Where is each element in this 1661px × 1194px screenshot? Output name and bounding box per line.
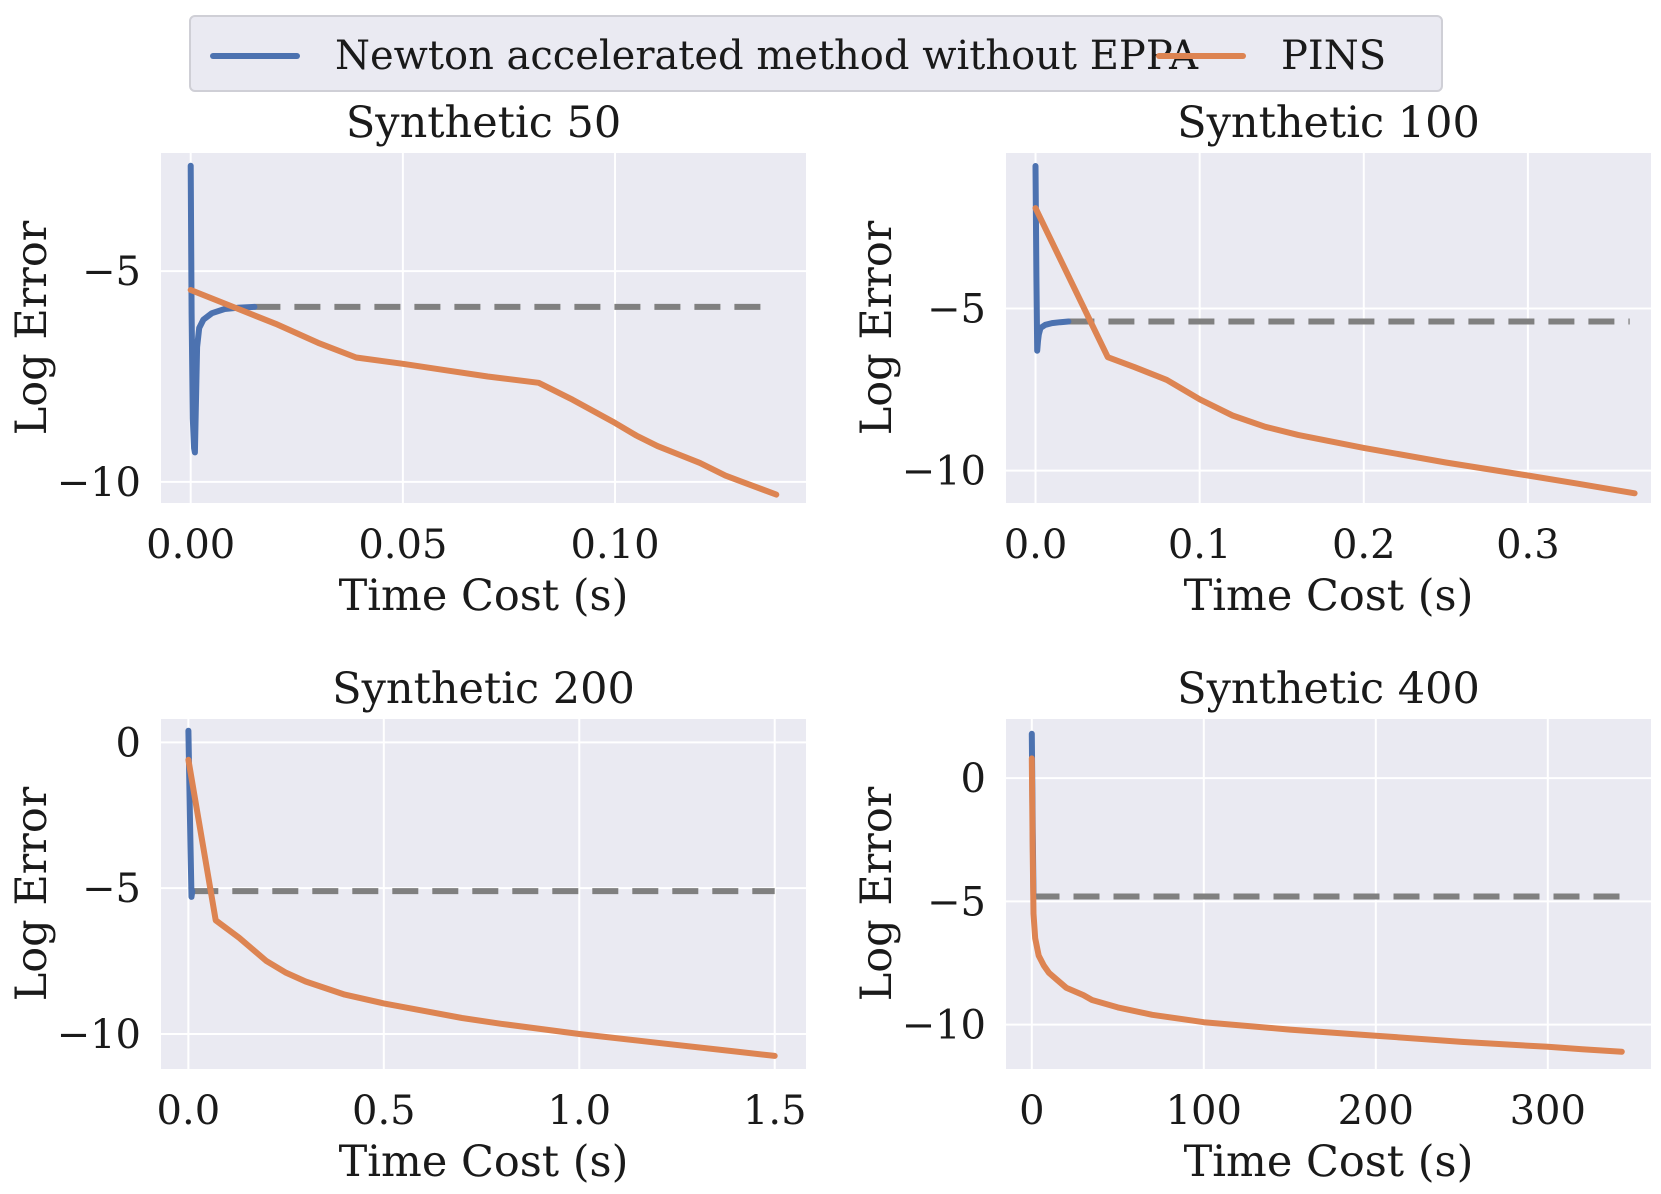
x-tick-label: 1.0	[547, 1088, 611, 1134]
series-line-pins	[185, 756, 778, 1059]
y-tick-label: −10	[57, 460, 141, 506]
x-tick-label: 1.5	[743, 1088, 807, 1134]
chart-title: Synthetic 100	[1177, 98, 1480, 148]
x-tick-label: 300	[1510, 1088, 1586, 1134]
x-axis-label: Time Cost (s)	[339, 571, 629, 621]
x-tick-label: 0.5	[352, 1088, 416, 1134]
legend-label-newton: Newton accelerated method without EPPA	[335, 32, 1198, 79]
series-line-newton-accelerated-method-without-eppa	[1032, 163, 1072, 354]
x-tick-label: 0.2	[1332, 522, 1396, 568]
series-line-pins	[1032, 205, 1638, 497]
y-axis-label: Log Error	[852, 786, 902, 1001]
y-tick-label: −5	[927, 879, 986, 925]
x-tick-label: 100	[1166, 1088, 1242, 1134]
chart-panel-2: 0.0 0.1 0.2 0.3 −5 −10 Synthetic 100 Time Cost …	[852, 98, 1651, 621]
y-tick-label: 0	[116, 720, 141, 766]
x-tick-label: 0.1	[1168, 522, 1232, 568]
chart-panel-3: 0.0 0.5 1.0 1.5 0 −5 −10 Synthetic 200 Time Cost…	[7, 664, 807, 1187]
legend-entry-pins: PINS	[1156, 17, 1386, 94]
x-tick-label: 0.0	[1004, 522, 1068, 568]
chart-title: Synthetic 400	[1177, 664, 1480, 714]
series-line-newton-accelerated-method-without-eppa	[187, 162, 258, 456]
chart-panel-4: 0 100 200 300 0 −5 −10 Synthetic 400 Time Cost (…	[852, 664, 1651, 1187]
y-tick-label: −10	[902, 449, 986, 495]
x-axis-label: Time Cost (s)	[1184, 571, 1474, 621]
y-axis-label: Log Error	[7, 786, 57, 1001]
y-axis-label: Log Error	[852, 220, 902, 435]
legend-swatch-newton	[210, 52, 300, 59]
x-axis-label: Time Cost (s)	[1184, 1137, 1474, 1187]
series-line-pins	[187, 287, 780, 498]
x-tick-label: 0.10	[571, 522, 660, 568]
y-tick-label: 0	[961, 756, 986, 802]
legend-entry-newton: Newton accelerated method without EPPA	[210, 17, 1198, 94]
chart-title: Synthetic 200	[332, 664, 635, 714]
y-tick-label: −5	[927, 287, 986, 333]
x-tick-label: 0	[1019, 1088, 1044, 1134]
chart-title: Synthetic 50	[346, 98, 621, 148]
plot-background	[161, 153, 806, 503]
x-axis-label: Time Cost (s)	[339, 1137, 629, 1187]
plot-background	[1006, 153, 1651, 503]
y-tick-label: −10	[902, 1003, 986, 1049]
x-tick-label: 0.3	[1496, 522, 1560, 568]
y-tick-label: −5	[82, 866, 141, 912]
chart-panel-1: 0.00 0.05 0.10 −5 −10 Synthetic 50 Time Cost (…	[7, 98, 806, 621]
legend-swatch-pins	[1156, 52, 1246, 59]
series-line-newton-accelerated-method-without-eppa	[185, 727, 196, 900]
legend: Newton accelerated method without EPPA P…	[189, 15, 1443, 92]
y-axis-label: Log Error	[7, 220, 57, 435]
x-tick-label: 0.0	[157, 1088, 221, 1134]
x-tick-label: 0.05	[358, 522, 447, 568]
y-tick-label: −5	[82, 249, 141, 295]
x-tick-label: 0.00	[146, 522, 235, 568]
legend-label-pins: PINS	[1281, 32, 1387, 79]
y-tick-label: −10	[57, 1012, 141, 1058]
series-line-pins	[1028, 755, 1625, 1055]
x-tick-label: 200	[1338, 1088, 1414, 1134]
